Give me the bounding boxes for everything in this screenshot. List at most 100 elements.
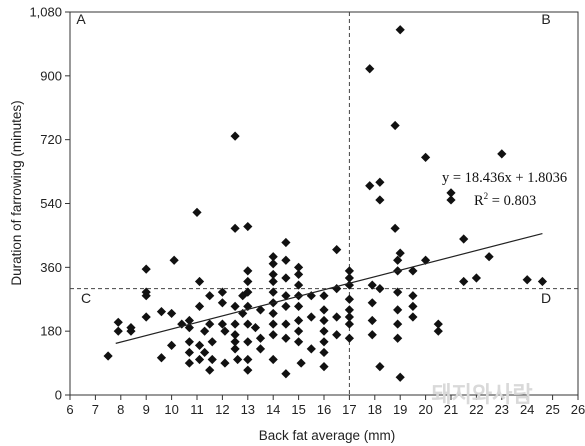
data-point-diamond <box>375 362 385 372</box>
x-tick-label: 15 <box>291 402 305 417</box>
r-squared-value: = 0.803 <box>488 193 536 209</box>
data-point-diamond <box>230 344 240 354</box>
data-point-diamond <box>294 280 304 290</box>
x-axis-ticks: 6 7 8 9 10 11 12 13 14 15 16 17 18 19 20 21 22 23 24 25 26 <box>66 395 585 417</box>
data-point-diamond <box>194 354 205 365</box>
data-point-diamond <box>367 315 377 326</box>
data-point-diamond <box>217 298 227 308</box>
data-point-diamond <box>268 319 278 329</box>
data-point-diamond <box>205 319 215 329</box>
data-point-diamond <box>421 255 431 265</box>
data-point-diamond <box>319 337 329 347</box>
x-tick-label: 22 <box>469 402 483 417</box>
data-point-diamond <box>255 344 266 354</box>
x-tick-label: 21 <box>444 402 458 417</box>
data-point-diamond <box>167 308 177 319</box>
data-point-diamond <box>306 312 316 322</box>
data-point-diamond <box>243 266 253 276</box>
scatter-points <box>103 25 548 382</box>
data-point-diamond <box>484 252 494 262</box>
data-point-diamond <box>233 354 243 365</box>
data-point-diamond <box>177 319 187 329</box>
data-point-diamond <box>344 305 354 315</box>
quadrant-label-c: C <box>81 290 91 306</box>
data-point-diamond <box>230 319 240 329</box>
data-point-diamond <box>294 315 304 326</box>
data-point-diamond <box>281 301 291 311</box>
data-point-diamond <box>250 323 261 333</box>
data-point-diamond <box>230 131 240 141</box>
x-tick-label: 12 <box>215 402 229 417</box>
data-point-diamond <box>296 358 306 368</box>
regression-equation: y = 18.436x + 1.8036 <box>442 170 567 186</box>
x-tick-label: 18 <box>368 402 382 417</box>
data-point-diamond <box>459 276 469 287</box>
data-point-diamond <box>408 301 418 311</box>
data-point-diamond <box>446 195 456 205</box>
x-tick-label: 14 <box>266 402 280 417</box>
data-point-diamond <box>230 301 240 311</box>
y-tick-label: 360 <box>40 260 62 275</box>
data-point-diamond <box>281 273 291 283</box>
x-tick-label: 19 <box>393 402 407 417</box>
data-point-diamond <box>207 354 217 365</box>
data-point-diamond <box>344 319 354 329</box>
x-tick-label: 11 <box>190 402 204 417</box>
regression-line-layer <box>115 232 543 344</box>
data-point-diamond <box>243 365 253 375</box>
x-tick-label: 13 <box>241 402 255 417</box>
data-point-diamond <box>268 276 278 287</box>
r-squared-prefix: R <box>474 193 484 209</box>
data-point-diamond <box>243 276 253 287</box>
data-point-diamond <box>365 181 375 191</box>
data-point-diamond <box>390 120 400 131</box>
watermark-text: 돼지와사람 <box>431 383 532 408</box>
data-point-diamond <box>294 301 304 311</box>
data-point-diamond <box>194 301 205 311</box>
y-tick-label: 1,080 <box>29 5 62 20</box>
data-point-diamond <box>395 372 405 382</box>
data-point-diamond <box>169 255 179 265</box>
data-point-diamond <box>393 305 403 315</box>
data-point-diamond <box>294 326 304 336</box>
data-point-diamond <box>217 287 227 297</box>
data-point-diamond <box>184 337 194 347</box>
data-point-diamond <box>433 319 443 329</box>
data-point-diamond <box>497 149 507 159</box>
data-point-diamond <box>446 188 456 198</box>
data-point-diamond <box>408 266 418 276</box>
regression-line <box>115 232 543 344</box>
data-point-diamond <box>390 223 400 233</box>
data-point-diamond <box>408 291 418 301</box>
data-point-diamond <box>395 248 405 258</box>
r-squared-superscript: 2 <box>484 191 489 201</box>
data-point-diamond <box>537 276 548 287</box>
data-point-diamond <box>243 354 253 365</box>
data-point-diamond <box>167 340 177 350</box>
y-tick-label: 540 <box>40 196 62 211</box>
data-point-diamond <box>281 319 291 329</box>
data-point-diamond <box>365 64 375 74</box>
quadrant-label-b: B <box>541 11 550 27</box>
data-point-diamond <box>393 319 403 329</box>
data-point-diamond <box>156 307 167 317</box>
data-point-diamond <box>141 264 151 274</box>
r-squared-label: R2 = 0.803 <box>474 191 536 209</box>
x-tick-label: 24 <box>520 402 534 417</box>
data-point-diamond <box>319 347 329 358</box>
data-point-diamond <box>268 330 278 340</box>
data-point-diamond <box>268 252 278 262</box>
data-point-diamond <box>200 326 210 336</box>
x-tick-label: 25 <box>545 402 559 417</box>
data-point-diamond <box>522 275 532 285</box>
data-point-diamond <box>471 273 481 283</box>
data-point-diamond <box>344 333 354 343</box>
data-point-diamond <box>344 273 354 283</box>
data-point-diamond <box>306 344 316 354</box>
x-tick-label: 7 <box>92 402 99 417</box>
quadrant-label-a: A <box>76 11 86 27</box>
data-point-diamond <box>268 308 278 319</box>
data-point-diamond <box>393 255 403 265</box>
